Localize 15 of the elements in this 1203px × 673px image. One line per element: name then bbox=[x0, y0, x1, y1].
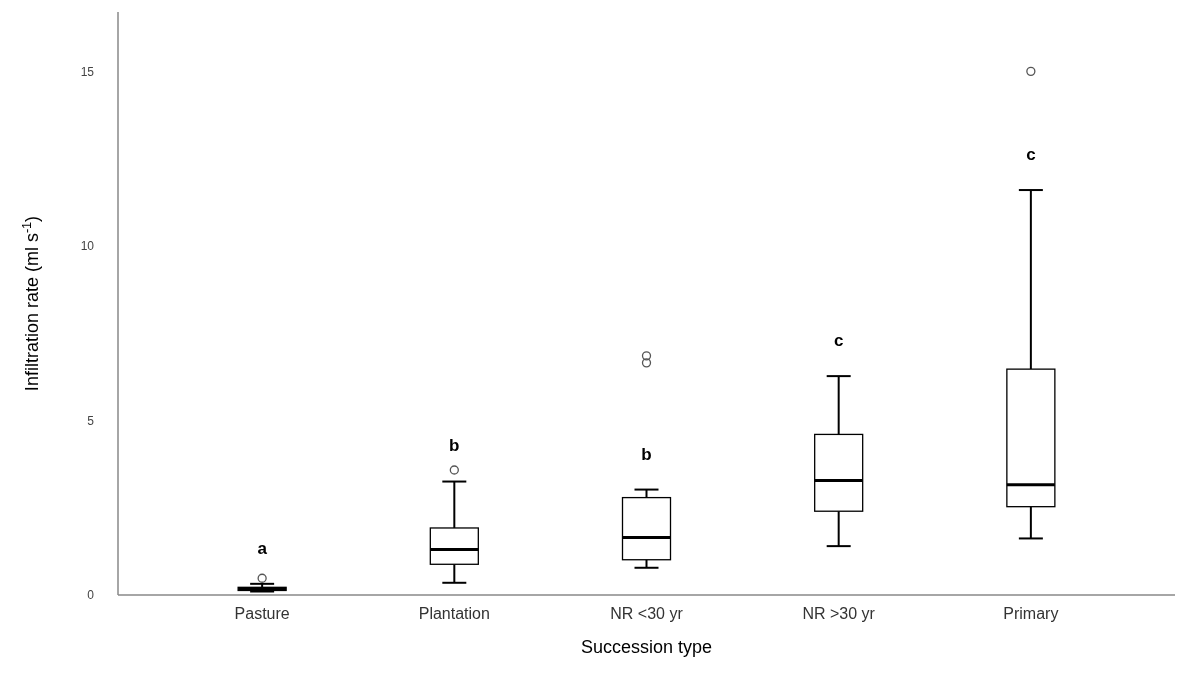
x-tick-label: Plantation bbox=[418, 605, 490, 622]
annotation: a bbox=[257, 538, 268, 558]
annotation: b bbox=[641, 444, 652, 464]
y-tick-label: 0 bbox=[87, 588, 95, 603]
x-tick-label: Primary bbox=[1003, 605, 1059, 622]
x-axis-title: Succession type bbox=[580, 637, 713, 657]
x-tick-label: NR <30 yr bbox=[610, 605, 684, 622]
annotation: c bbox=[833, 331, 844, 351]
x-tick-label: Pasture bbox=[234, 605, 290, 622]
y-tick-label: 5 bbox=[87, 413, 95, 428]
y-tick-label: 10 bbox=[80, 239, 95, 254]
annotation: c bbox=[1026, 144, 1036, 164]
y-tick-label: 15 bbox=[80, 64, 95, 79]
x-tick-label: NR >30 yr bbox=[802, 605, 876, 622]
annotation: b bbox=[449, 436, 460, 456]
